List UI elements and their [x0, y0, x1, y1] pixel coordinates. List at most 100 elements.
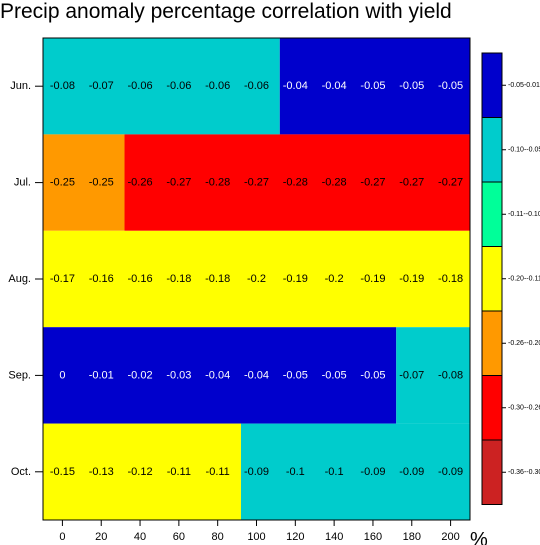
cell-value-label: -0.05 [322, 369, 347, 381]
cell-value-label: -0.1 [325, 466, 344, 478]
legend-label: -0.26--0.20 [508, 340, 540, 347]
cell-value-label: -0.16 [89, 273, 114, 285]
x-tick-label: 120 [286, 531, 304, 543]
cell-value-label: -0.06 [128, 80, 153, 92]
legend-label: -0.36--0.30 [508, 469, 540, 476]
heatmap-fill-jul-1 [124, 134, 470, 231]
cell-value-label: -0.25 [89, 177, 114, 189]
x-tick-label: 60 [173, 531, 185, 543]
legend-swatch [481, 310, 503, 376]
cell-value-label: -0.11 [206, 466, 230, 478]
cell-value-label: -0.19 [283, 273, 308, 285]
cell-value-label: -0.06 [166, 80, 191, 92]
cell-value-label: 0 [59, 369, 65, 381]
heatmap-fill-oct-1 [240, 423, 470, 520]
cell-value-label: -0.05 [360, 80, 385, 92]
cell-value-label: -0.18 [166, 273, 191, 285]
legend-label: -0.10--0.05 [508, 146, 540, 153]
legend-swatch [481, 117, 503, 183]
cell-value-label: -0.08 [50, 80, 75, 92]
chart-title: Precip anomaly percentage correlation wi… [0, 0, 452, 23]
legend-label: -0.11--0.10 [508, 211, 540, 218]
cell-value-label: -0.09 [244, 466, 269, 478]
cell-value-label: -0.03 [166, 369, 191, 381]
cell-value-label: -0.04 [244, 369, 269, 381]
cell-value-label: -0.11 [167, 466, 191, 478]
y-tick-label: Jun. [10, 80, 31, 92]
cell-value-label: -0.05 [438, 80, 463, 92]
legend-label: -0.30--0.26 [508, 404, 540, 411]
y-axis: Jun. Jul. Aug. Sep. Oct. [8, 80, 43, 478]
legend-swatch [481, 439, 503, 505]
x-tick-label: 200 [441, 531, 459, 543]
legend-swatch [481, 181, 503, 247]
cell-value-label: -0.08 [438, 369, 463, 381]
cell-value-label: -0.04 [205, 369, 230, 381]
cell-value-label: -0.09 [438, 466, 463, 478]
legend-swatch [481, 52, 503, 118]
cell-value-label: -0.26 [128, 177, 153, 189]
cell-value-label: -0.13 [89, 466, 114, 478]
y-tick-label: Oct. [11, 466, 31, 478]
legend-swatch [481, 375, 503, 441]
x-axis: 0 20 40 60 80 100 120 140 160 180 200% [59, 520, 488, 545]
cell-value-label: -0.27 [399, 177, 424, 189]
cell-value-label: -0.02 [128, 369, 153, 381]
cell-value-label: -0.01 [89, 369, 114, 381]
x-tick-label: 140 [325, 531, 343, 543]
cell-value-label: -0.28 [322, 177, 347, 189]
heatmap-fill-sep-1 [396, 327, 470, 424]
cell-value-label: -0.05 [360, 369, 385, 381]
cell-value-label: -0.27 [244, 177, 269, 189]
heatmap-fill-aug-0 [43, 230, 470, 328]
cell-value-label: -0.2 [325, 273, 344, 285]
cell-value-label: -0.12 [128, 466, 153, 478]
cell-value-label: -0.2 [247, 273, 266, 285]
color-legend: -0.05-0.01 -0.10--0.05 -0.11--0.10 -0.20--0… [481, 52, 540, 505]
legend-label: -0.20--0.11 [508, 275, 540, 282]
heatmap-fill-jul-0 [43, 134, 125, 231]
cell-value-label: -0.09 [399, 466, 424, 478]
cell-value-label: -0.05 [283, 369, 308, 381]
y-tick-label: Jul. [14, 177, 31, 189]
cell-value-label: -0.28 [283, 177, 308, 189]
y-tick-label: Aug. [8, 273, 31, 285]
heatmap-fill-jun-0 [43, 38, 280, 135]
cell-value-label: -0.18 [438, 273, 463, 285]
cell-value-label: -0.27 [166, 177, 191, 189]
heatmap-fill-sep-0 [43, 327, 397, 424]
cell-value-label: -0.19 [360, 273, 385, 285]
cell-value-label: -0.27 [360, 177, 385, 189]
cell-value-label: -0.05 [399, 80, 424, 92]
x-unit-label: % [470, 529, 488, 545]
cell-value-label: -0.04 [322, 80, 347, 92]
x-tick-label: 40 [134, 531, 146, 543]
cell-value-label: -0.27 [438, 177, 463, 189]
cell-value-label: -0.06 [205, 80, 230, 92]
y-tick-label: Sep. [8, 369, 31, 381]
heatmap-fill-jun-1 [279, 38, 470, 135]
cell-value-label: -0.1 [286, 466, 305, 478]
cell-value-label: -0.15 [50, 466, 75, 478]
cell-value-label: -0.25 [50, 177, 75, 189]
cell-value-label: -0.17 [50, 273, 75, 285]
x-tick-label: 20 [95, 531, 107, 543]
x-tick-label: 0 [59, 531, 65, 543]
x-tick-label: 100 [247, 531, 265, 543]
heatmap-cells [43, 38, 470, 520]
x-tick-label: 180 [403, 531, 421, 543]
cell-value-label: -0.09 [360, 466, 385, 478]
cell-value-label: -0.06 [244, 80, 269, 92]
cell-value-label: -0.04 [283, 80, 308, 92]
legend-swatch [481, 246, 503, 312]
cell-value-label: -0.07 [399, 369, 424, 381]
cell-value-label: -0.07 [89, 80, 114, 92]
legend-label: -0.05-0.01 [508, 82, 540, 89]
cell-value-label: -0.19 [399, 273, 424, 285]
cell-value-labels: -0.08 -0.07 -0.06 -0.06 -0.06 -0.06 -0.04 -0.04… [50, 80, 463, 478]
cell-value-label: -0.16 [128, 273, 153, 285]
x-tick-label: 160 [364, 531, 382, 543]
x-tick-label: 80 [212, 531, 224, 543]
heatmap-fill-oct-0 [43, 423, 241, 520]
